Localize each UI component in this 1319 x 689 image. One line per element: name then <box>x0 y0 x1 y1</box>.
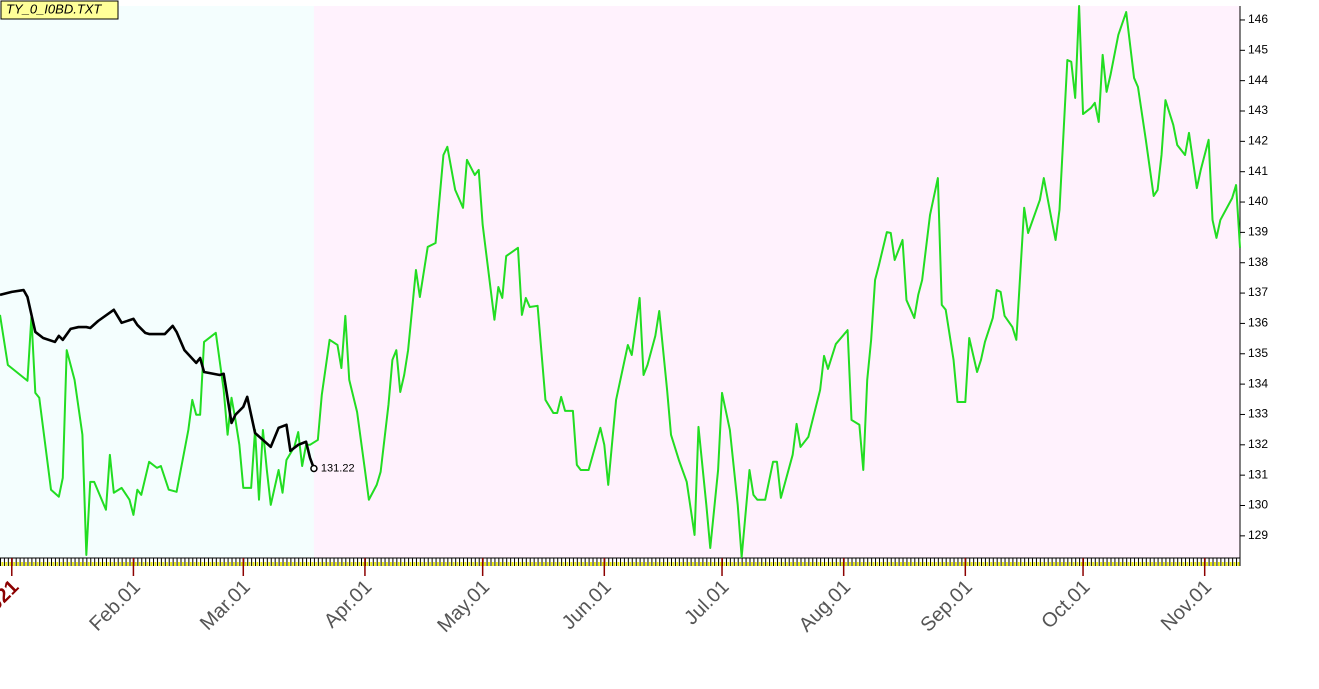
x-tick-label: Aug.01 <box>795 576 855 636</box>
x-tick-label: Oct.01 <box>1037 576 1094 633</box>
y-tick-label: 136 <box>1248 316 1268 330</box>
x-tick-label: Feb.01 <box>85 576 145 636</box>
last-point <box>310 464 318 473</box>
x-tick-label: Nov.01 <box>1157 576 1216 635</box>
y-tick-label: 146 <box>1248 12 1268 26</box>
x-tick-label: Jun.01 <box>558 576 616 634</box>
x-tick-label: Apr.01 <box>320 576 376 632</box>
y-tick-label: 134 <box>1248 376 1268 390</box>
y-tick-label: 135 <box>1248 346 1268 360</box>
x-tick-label: 2021 <box>0 576 23 623</box>
x-tick-label: May.01 <box>433 576 494 637</box>
y-tick-label: 145 <box>1248 42 1268 56</box>
y-tick-label: 130 <box>1248 498 1268 512</box>
y-tick-label: 133 <box>1248 407 1268 421</box>
chart-title: TY_0_I0BD.TXT <box>6 1 102 16</box>
y-tick-label: 139 <box>1248 225 1268 239</box>
x-tick-label: Jul.01 <box>680 576 733 629</box>
y-tick-label: 138 <box>1248 255 1268 269</box>
y-tick-label: 137 <box>1248 285 1268 299</box>
y-tick-label: 142 <box>1248 134 1268 148</box>
y-tick-label: 129 <box>1248 528 1268 542</box>
y-tick-label: 131 <box>1248 467 1268 481</box>
plot-area: 131.22 <box>0 5 1241 559</box>
y-tick-label: 140 <box>1248 194 1268 208</box>
plot-background <box>0 6 1240 558</box>
y-tick-label: 132 <box>1248 437 1268 451</box>
x-tick-label: Mar.01 <box>196 576 255 635</box>
y-tick-label: 141 <box>1248 164 1268 178</box>
minor-ticks <box>0 558 1240 566</box>
x-tick-label: Sep.01 <box>916 576 976 636</box>
y-tick-label: 144 <box>1248 73 1268 87</box>
y-tick-label: 143 <box>1248 103 1268 117</box>
last-value-label: 131.22 <box>321 462 355 474</box>
title-box <box>0 0 119 20</box>
series-line <box>0 288 316 469</box>
